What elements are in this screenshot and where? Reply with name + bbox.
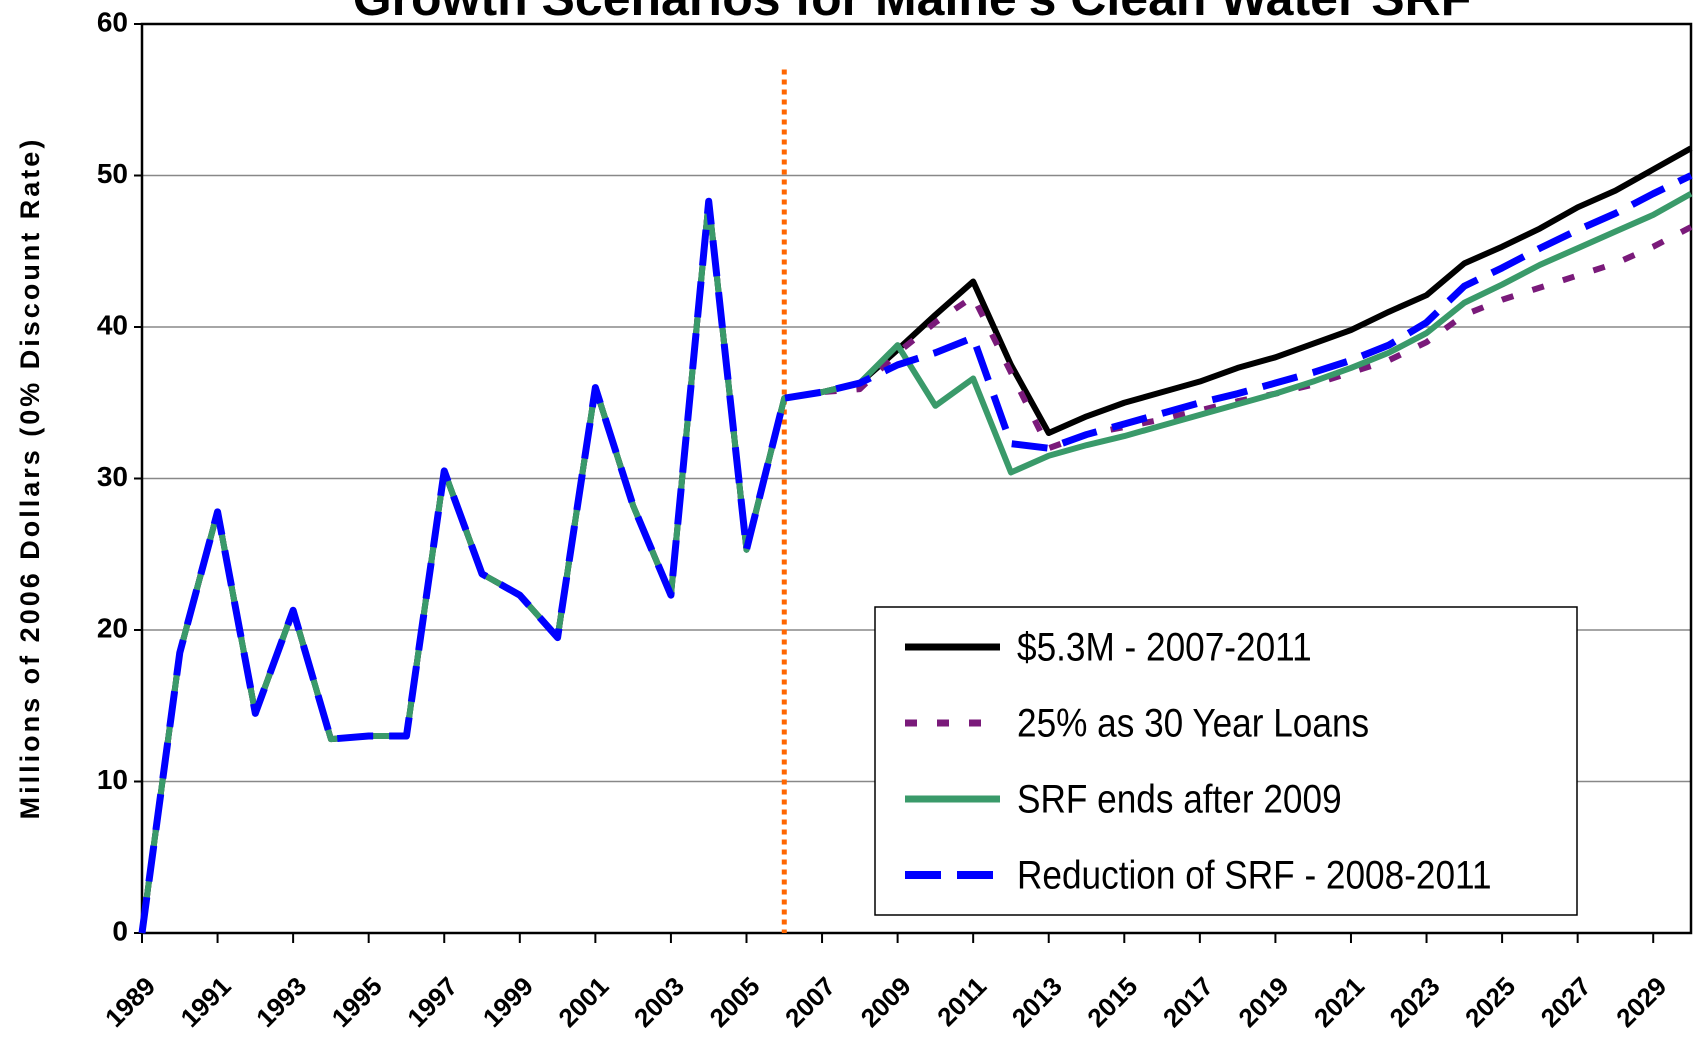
y-tick-label: 60 xyxy=(97,6,128,37)
y-tick-label: 0 xyxy=(112,915,128,946)
x-tick-label: 2005 xyxy=(703,971,765,1033)
x-tick-label: 2015 xyxy=(1081,971,1143,1033)
x-tick-label: 1989 xyxy=(99,971,161,1033)
series-line xyxy=(138,172,1693,934)
x-tick-label: 2011 xyxy=(931,971,992,1032)
x-tick-label: 2007 xyxy=(779,971,841,1033)
y-tick-label: 10 xyxy=(97,764,128,795)
y-tick-label: 20 xyxy=(97,612,128,643)
x-tick-label: 2019 xyxy=(1232,971,1294,1033)
x-tick-label: 1999 xyxy=(477,971,539,1033)
x-tick-label: 2027 xyxy=(1535,971,1597,1033)
legend-label: SRF ends after 2009 xyxy=(1017,776,1342,821)
chart-title: Growth Scenarios for Maine's Clean Water… xyxy=(353,0,1472,26)
x-tick-label: 2029 xyxy=(1610,971,1672,1033)
x-tick-label: 1997 xyxy=(401,971,463,1033)
y-axis-label: Millions of 2006 Dollars (0% Discount Ra… xyxy=(15,137,45,820)
x-tick-label: 2003 xyxy=(628,971,690,1033)
x-tick-label: 2025 xyxy=(1459,971,1521,1033)
x-tick-label: 1995 xyxy=(326,971,388,1033)
x-tick-label: 2009 xyxy=(855,971,917,1033)
y-tick-label: 50 xyxy=(97,158,128,189)
x-tick-label: 1991 xyxy=(175,971,237,1033)
legend-label: $5.3M - 2007-2011 xyxy=(1017,624,1312,669)
x-tick-label: 2017 xyxy=(1157,971,1219,1033)
y-tick-label: 40 xyxy=(97,309,128,340)
legend-box xyxy=(874,606,1578,916)
x-tick-label: 2023 xyxy=(1384,971,1446,1033)
x-tick-label: 2001 xyxy=(552,971,614,1033)
legend-label: Reduction of SRF - 2008-2011 xyxy=(1017,852,1492,897)
x-tick-label: 2013 xyxy=(1006,971,1068,1033)
y-tick-label: 30 xyxy=(97,461,128,492)
legend-label: 25% as 30 Year Loans xyxy=(1017,700,1369,745)
x-tick-label: 2021 xyxy=(1308,971,1370,1033)
plot-frame xyxy=(140,22,1693,935)
x-tick-label: 1993 xyxy=(250,971,312,1033)
